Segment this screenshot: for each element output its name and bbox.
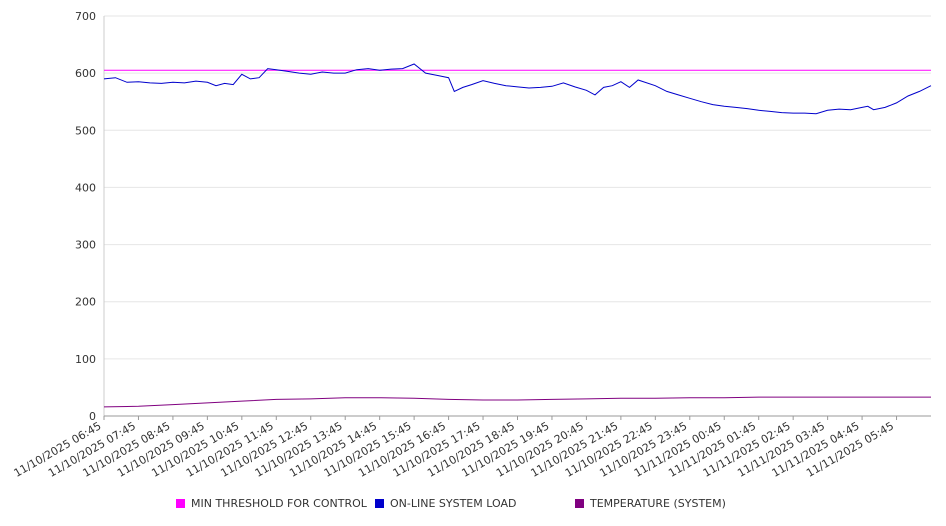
legend-swatch — [575, 499, 584, 508]
series-line-1 — [103, 63, 932, 115]
legend-swatch — [375, 499, 384, 508]
y-tick-label: 400 — [75, 181, 96, 194]
legend-swatch — [176, 499, 185, 508]
legend-label: TEMPERATURE (SYSTEM) — [590, 497, 726, 510]
y-tick-label: 300 — [75, 239, 96, 252]
y-tick-label: 700 — [75, 10, 96, 23]
legend-item-min-threshold: MIN THRESHOLD FOR CONTROL — [176, 497, 367, 510]
y-tick-label: 500 — [75, 124, 96, 137]
legend-label: MIN THRESHOLD FOR CONTROL — [191, 497, 367, 510]
plot-area — [103, 63, 932, 408]
y-tick-label: 0 — [89, 410, 96, 423]
y-tick-label: 600 — [75, 67, 96, 80]
y-tick-label: 100 — [75, 353, 96, 366]
y-tick-label: 200 — [75, 296, 96, 309]
y-axis: 0 100 200 300 400 500 600 700 — [75, 10, 96, 423]
legend-label: ON-LINE SYSTEM LOAD — [390, 497, 517, 510]
legend-item-system-load: ON-LINE SYSTEM LOAD — [375, 497, 516, 510]
series-line-2 — [103, 396, 931, 408]
grid-lines — [103, 15, 931, 417]
legend: MIN THRESHOLD FOR CONTROL ON-LINE SYSTEM… — [0, 497, 946, 517]
legend-item-temperature: TEMPERATURE (SYSTEM) — [575, 497, 726, 510]
